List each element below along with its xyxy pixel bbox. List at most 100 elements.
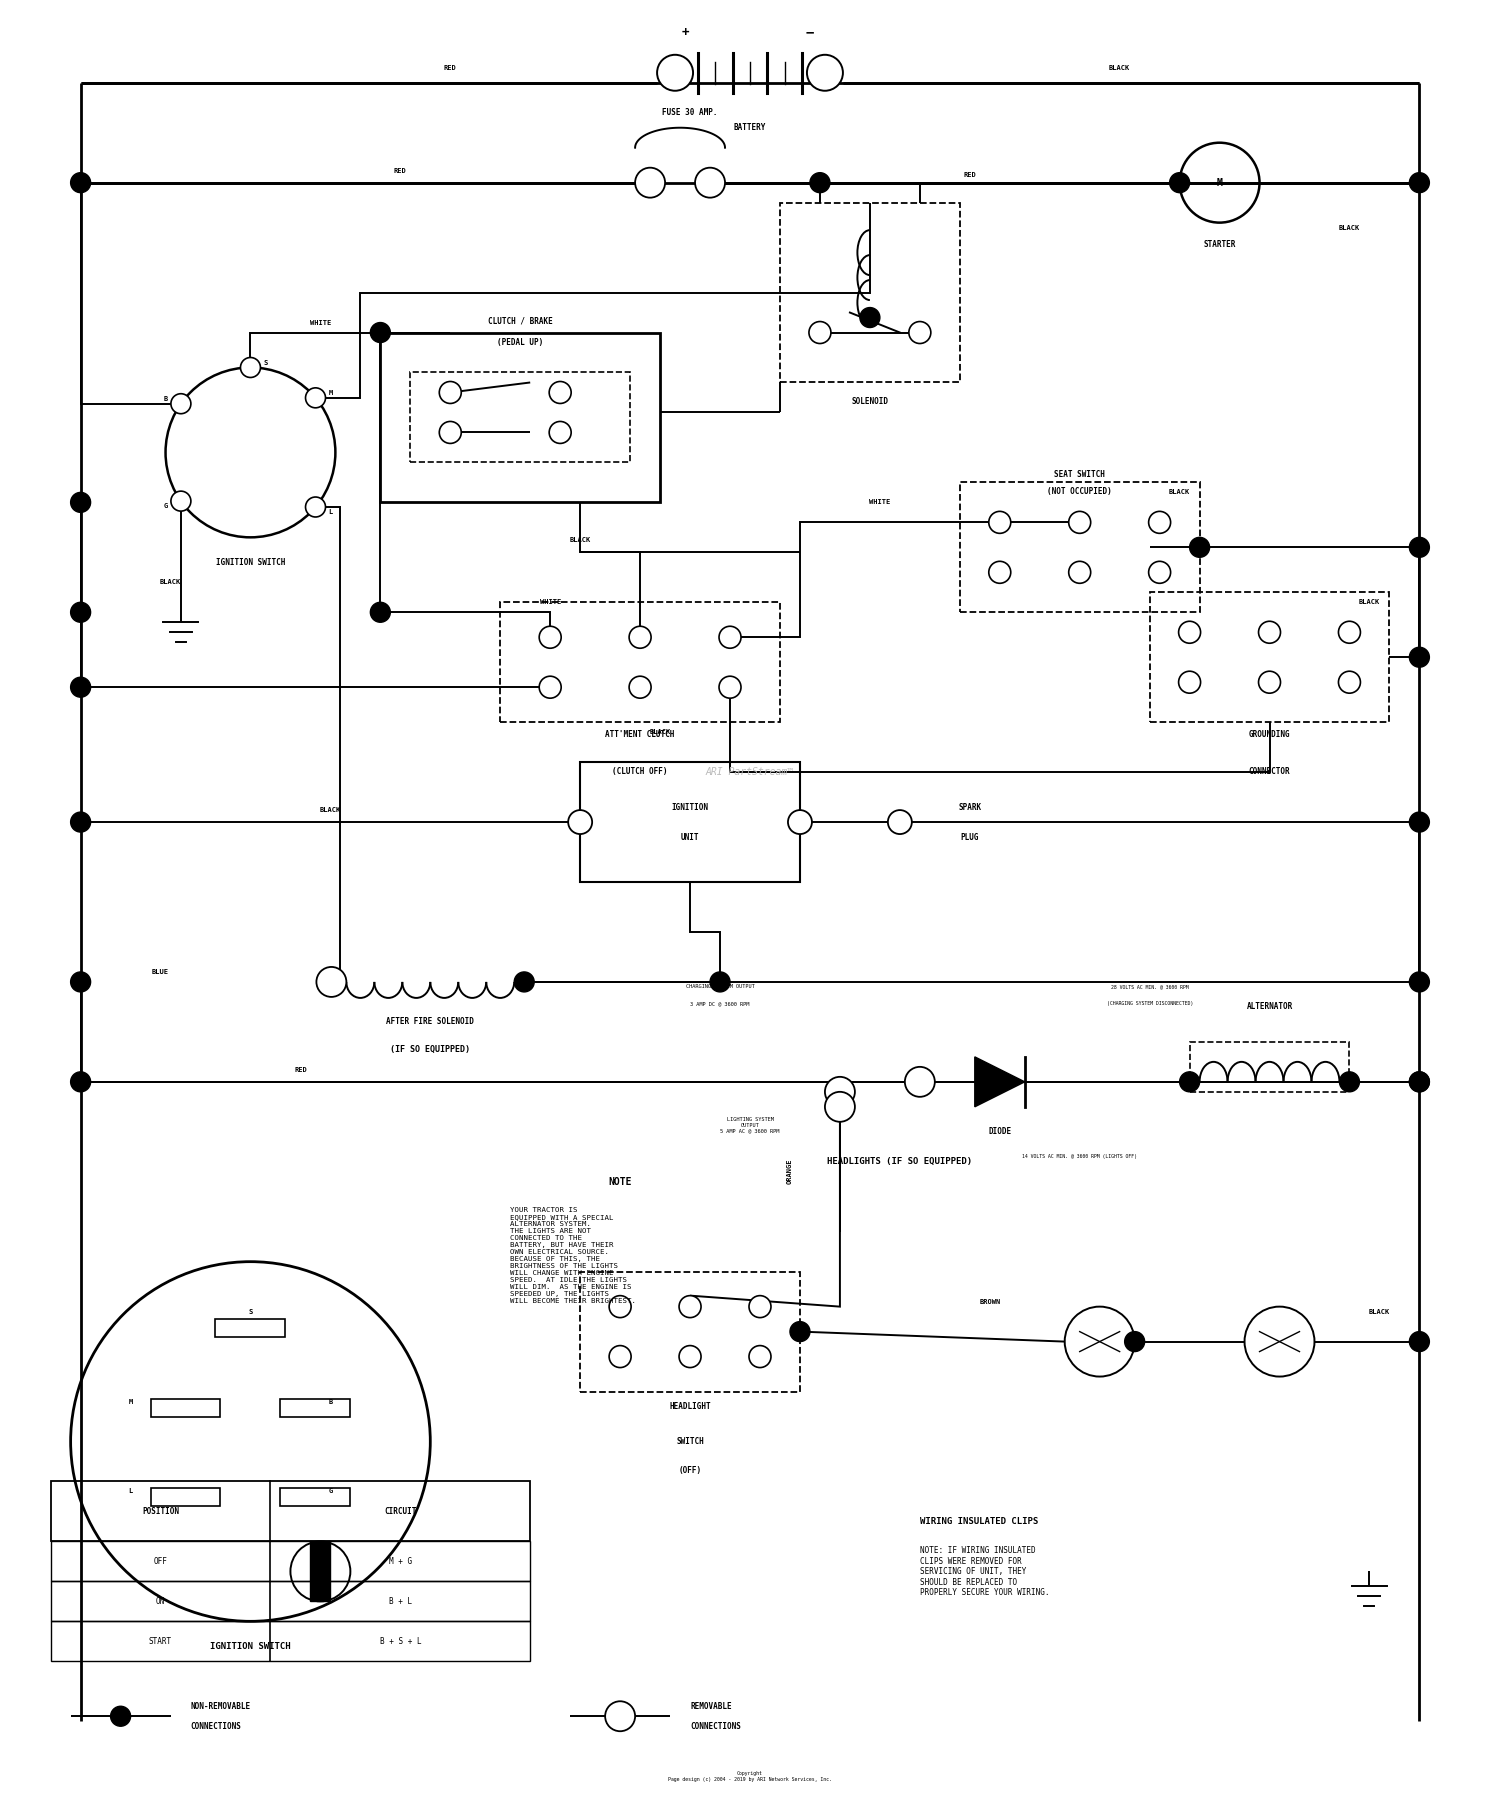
Text: CONNECTIONS: CONNECTIONS <box>190 1721 242 1730</box>
Text: 28 VOLTS AC MIN. @ 3600 RPM: 28 VOLTS AC MIN. @ 3600 RPM <box>1112 985 1188 989</box>
Text: PLUG: PLUG <box>960 833 980 841</box>
Text: POSITION: POSITION <box>142 1506 178 1515</box>
Text: SOLENOID: SOLENOID <box>852 397 888 406</box>
Circle shape <box>810 173 830 193</box>
Text: FUSE 30 AMP.: FUSE 30 AMP. <box>663 108 718 117</box>
Text: CHARGING SYSTEM OUTPUT: CHARGING SYSTEM OUTPUT <box>686 985 754 989</box>
Text: (CLUTCH OFF): (CLUTCH OFF) <box>612 767 668 776</box>
Bar <box>51 1541 530 1582</box>
Circle shape <box>748 1346 771 1367</box>
Text: CONNECTIONS: CONNECTIONS <box>690 1721 741 1730</box>
Text: +: + <box>681 27 688 40</box>
Circle shape <box>70 1072 90 1091</box>
Text: ORANGE: ORANGE <box>788 1158 794 1185</box>
Circle shape <box>70 676 90 696</box>
Circle shape <box>1410 648 1430 667</box>
Circle shape <box>1338 671 1360 693</box>
Text: RED: RED <box>963 171 976 177</box>
Text: HEADLIGHTS (IF SO EQUIPPED): HEADLIGHTS (IF SO EQUIPPED) <box>828 1156 972 1165</box>
Text: B: B <box>328 1398 333 1405</box>
Text: BLACK: BLACK <box>160 579 182 584</box>
Text: REMOVABLE: REMOVABLE <box>690 1701 732 1710</box>
Circle shape <box>634 168 664 198</box>
Circle shape <box>988 561 1011 583</box>
Circle shape <box>111 1707 130 1726</box>
Text: B + L: B + L <box>388 1597 412 1606</box>
Bar <box>580 1272 800 1391</box>
Text: BLACK: BLACK <box>1359 599 1380 606</box>
Circle shape <box>628 626 651 648</box>
Text: −: − <box>806 25 814 40</box>
Text: ALTERNATOR: ALTERNATOR <box>1246 1003 1293 1012</box>
Circle shape <box>748 1295 771 1317</box>
Text: B + S + L: B + S + L <box>380 1636 422 1645</box>
Text: M + G: M + G <box>388 1557 412 1566</box>
Circle shape <box>1410 972 1430 992</box>
Text: GROUNDING: GROUNDING <box>1248 731 1290 740</box>
Bar <box>381 332 660 502</box>
Polygon shape <box>310 1541 330 1602</box>
Text: OFF: OFF <box>153 1557 168 1566</box>
Circle shape <box>1179 1072 1200 1091</box>
Text: SPARK: SPARK <box>958 803 981 812</box>
Text: BLACK: BLACK <box>1340 226 1360 231</box>
Circle shape <box>549 422 572 444</box>
Circle shape <box>538 676 561 698</box>
Circle shape <box>1179 621 1200 644</box>
Text: BLACK: BLACK <box>570 538 591 543</box>
Circle shape <box>1149 511 1170 534</box>
Text: BLACK: BLACK <box>320 806 340 814</box>
Text: ARI PartStream™: ARI PartStream™ <box>706 767 794 778</box>
Text: 3 AMP DC @ 3600 RPM: 3 AMP DC @ 3600 RPM <box>690 1001 750 1007</box>
Text: BROWN: BROWN <box>980 1299 1000 1304</box>
Circle shape <box>718 676 741 698</box>
Text: G: G <box>328 1488 333 1494</box>
Text: (OFF): (OFF) <box>678 1467 702 1476</box>
Text: Copyright
Page design (c) 2004 - 2019 by ARI Network Services, Inc.: Copyright Page design (c) 2004 - 2019 by… <box>668 1772 832 1782</box>
Bar <box>280 1398 351 1416</box>
Circle shape <box>680 1346 700 1367</box>
Text: YOUR TRACTOR IS
EQUIPPED WITH A SPECIAL
ALTERNATOR SYSTEM.
THE LIGHTS ARE NOT
CO: YOUR TRACTOR IS EQUIPPED WITH A SPECIAL … <box>510 1207 636 1304</box>
Text: RED: RED <box>394 168 406 173</box>
Circle shape <box>1410 1072 1430 1091</box>
Bar <box>280 1488 351 1506</box>
Text: L: L <box>328 509 333 514</box>
Text: CLUTCH / BRAKE: CLUTCH / BRAKE <box>488 316 552 325</box>
Text: START: START <box>148 1636 172 1645</box>
Bar <box>500 603 780 722</box>
Text: BLACK: BLACK <box>1108 65 1131 70</box>
Circle shape <box>316 967 346 998</box>
Circle shape <box>1170 173 1190 193</box>
Circle shape <box>888 810 912 833</box>
Circle shape <box>70 603 90 622</box>
Circle shape <box>1410 1331 1430 1351</box>
Text: BLACK: BLACK <box>650 729 670 736</box>
Text: (PEDAL UP): (PEDAL UP) <box>496 337 543 346</box>
Text: CONNECTOR: CONNECTOR <box>1248 767 1290 776</box>
Circle shape <box>710 972 730 992</box>
Circle shape <box>825 1077 855 1108</box>
Circle shape <box>1179 671 1200 693</box>
Circle shape <box>70 812 90 832</box>
Circle shape <box>240 357 261 377</box>
Circle shape <box>1410 812 1430 832</box>
Circle shape <box>909 321 932 343</box>
Circle shape <box>514 972 534 992</box>
Circle shape <box>790 1322 810 1342</box>
Circle shape <box>171 491 190 511</box>
Circle shape <box>1340 1072 1359 1091</box>
Bar <box>411 372 630 462</box>
Circle shape <box>1258 671 1281 693</box>
Bar <box>51 1622 530 1661</box>
Text: HEADLIGHT: HEADLIGHT <box>669 1402 711 1411</box>
Circle shape <box>1125 1331 1144 1351</box>
Text: BLACK: BLACK <box>1168 489 1190 496</box>
Text: NOTE: IF WIRING INSULATED
CLIPS WERE REMOVED FOR
SERVICING OF UNIT, THEY
SHOULD : NOTE: IF WIRING INSULATED CLIPS WERE REM… <box>920 1546 1050 1597</box>
Circle shape <box>604 1701 634 1732</box>
Text: M: M <box>328 390 333 395</box>
Text: M: M <box>1216 177 1222 188</box>
Circle shape <box>657 54 693 90</box>
Text: B: B <box>164 395 168 402</box>
Circle shape <box>171 393 190 413</box>
Text: NON-REMOVABLE: NON-REMOVABLE <box>190 1701 250 1710</box>
